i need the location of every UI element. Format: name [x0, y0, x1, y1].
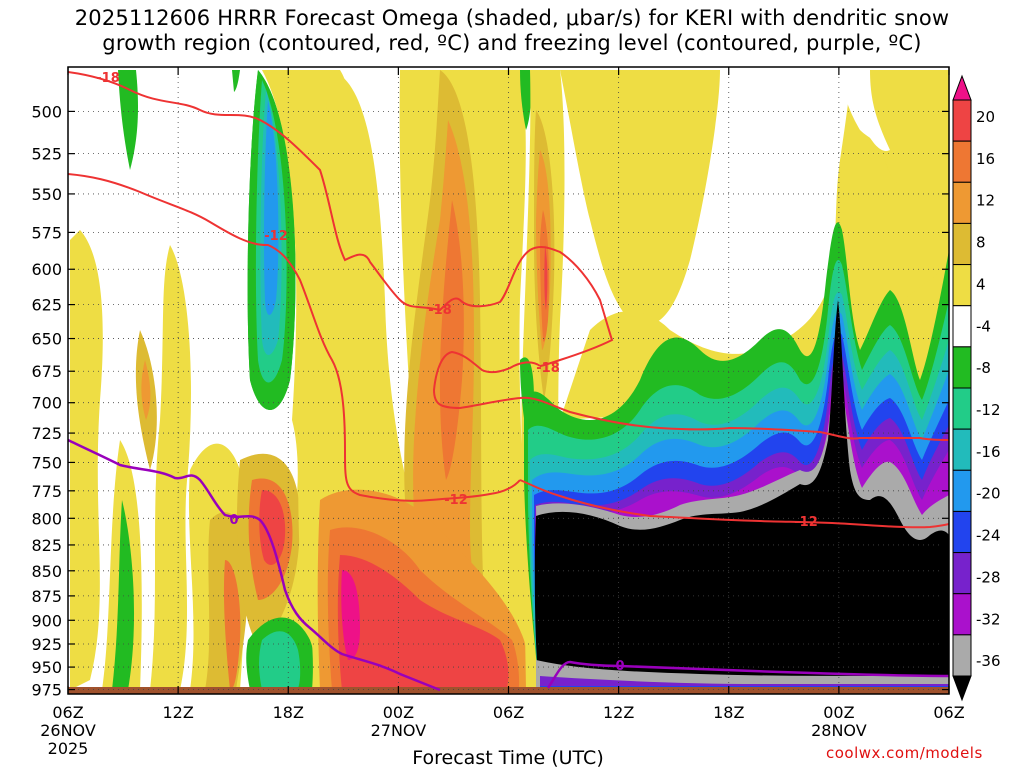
colorbar-label: 12 — [976, 192, 995, 210]
contour-label: 0 — [615, 659, 624, 674]
colorbar-swatch — [952, 181, 972, 224]
dgz-contour-minus12-lower — [519, 479, 949, 529]
x-tick-label: 18Z — [273, 703, 304, 722]
chart-title: 2025112606 HRRR Forecast Omega (shaded, … — [0, 6, 1024, 56]
colorbar-swatch — [952, 222, 972, 266]
contour-label: 0 — [229, 513, 238, 528]
contour-labels: -18 -12 -18 -18 -12 -12 0 0 — [96, 71, 818, 674]
y-axis: 500 525 550 575 600 625 650 675 700 725 750 775 800 8… — [31, 102, 949, 700]
colorbar-swatch — [952, 346, 972, 389]
y-tick-label: 750 — [31, 453, 62, 472]
x-tick-label: 12Z — [603, 703, 634, 722]
x-tick-label: 18Z — [713, 703, 744, 722]
y-tick-label: 725 — [31, 424, 62, 443]
colorbar: 20 16 12 8 4 -4 -8 -12 -16 -20 -24 -28 -32 -36 — [952, 74, 1001, 702]
contour-label: -18 — [428, 303, 452, 318]
colorbar-label: -32 — [976, 610, 1001, 628]
colorbar-swatch — [952, 140, 972, 183]
y-tick-label: 675 — [31, 362, 62, 381]
colorbar-swatch — [952, 99, 972, 142]
colorbar-swatch — [952, 428, 972, 471]
x-axis-title: Forecast Time (UTC) — [412, 747, 603, 768]
y-tick-label: 700 — [31, 394, 62, 413]
dgz-contour-minus18-loop — [432, 350, 949, 441]
colorbar-swatch — [952, 264, 972, 307]
colorbar-label: -24 — [976, 527, 1001, 545]
y-tick-label: 525 — [31, 145, 62, 164]
colorbar-label: -8 — [976, 359, 991, 377]
colorbar-label: -16 — [976, 443, 1001, 461]
y-tick-label: 550 — [31, 185, 62, 204]
y-tick-label: 600 — [31, 260, 62, 279]
colorbar-label: -20 — [976, 485, 1001, 503]
y-tick-label: 575 — [31, 223, 62, 242]
y-tick-label: 625 — [31, 296, 62, 315]
x-tick-label: 00Z — [823, 703, 854, 722]
chart-title-line-2: growth region (contoured, red, ºC) and f… — [102, 31, 922, 55]
contour-label: -18 — [96, 71, 120, 86]
freezing-level-contour-east — [546, 660, 949, 689]
chart-title-line-1: 2025112606 HRRR Forecast Omega (shaded, … — [74, 6, 950, 30]
colorbar-label: -28 — [976, 568, 1001, 586]
colorbar-label: -36 — [976, 652, 1001, 670]
colorbar-label: 4 — [976, 275, 986, 293]
dgz-contour-minus18-upper — [68, 71, 614, 367]
colorbar-swatch — [952, 552, 972, 595]
x-tick-label: 06Z — [933, 703, 964, 722]
y-tick-label: 650 — [31, 330, 62, 349]
colorbar-label: 20 — [976, 108, 995, 126]
colorbar-swatch — [952, 305, 972, 348]
grid-lines — [67, 67, 950, 694]
colorbar-label: 16 — [976, 150, 995, 168]
y-tick-label: 925 — [31, 635, 62, 654]
x-tick-label: 2025 — [48, 739, 89, 758]
colorbar-swatch — [952, 469, 972, 512]
y-tick-label: 900 — [31, 611, 62, 630]
contour-label: -12 — [794, 515, 818, 530]
x-tick-label: 06Z — [493, 703, 524, 722]
y-tick-label: 950 — [31, 658, 62, 677]
colorbar-label: -4 — [976, 317, 991, 335]
y-tick-label: 775 — [31, 482, 62, 501]
colorbar-swatch — [952, 387, 972, 430]
freezing-level-contour — [68, 438, 441, 692]
colorbar-swatch — [952, 510, 972, 554]
x-tick-label: 00Z — [383, 703, 414, 722]
credit-link[interactable]: coolwx.com/models — [826, 744, 983, 762]
x-tick-label: 06Z — [52, 703, 83, 722]
colorbar-bottom-arrow — [952, 675, 972, 702]
omega-shading — [68, 70, 949, 694]
dgz-contour-minus12-upper — [68, 173, 521, 502]
colorbar-swatch — [952, 634, 972, 677]
y-tick-label: 500 — [31, 102, 62, 121]
y-tick-label: 975 — [31, 681, 62, 700]
contour-label: -12 — [264, 229, 288, 244]
colorbar-top-arrow — [952, 74, 972, 101]
y-tick-label: 875 — [31, 587, 62, 606]
colorbar-label: -12 — [976, 401, 1001, 419]
y-tick-label: 825 — [31, 536, 62, 555]
x-tick-label: 28NOV — [811, 721, 867, 740]
x-tick-label: 26NOV — [40, 721, 96, 740]
y-tick-label: 850 — [31, 562, 62, 581]
contour-label: -18 — [536, 361, 560, 376]
y-tick-label: 800 — [31, 509, 62, 528]
contour-lines — [68, 71, 949, 692]
x-tick-label: 27NOV — [371, 721, 427, 740]
contour-label: -12 — [444, 493, 468, 508]
colorbar-swatch — [952, 593, 972, 636]
x-tick-label: 12Z — [162, 703, 193, 722]
colorbar-label: 8 — [976, 234, 986, 252]
